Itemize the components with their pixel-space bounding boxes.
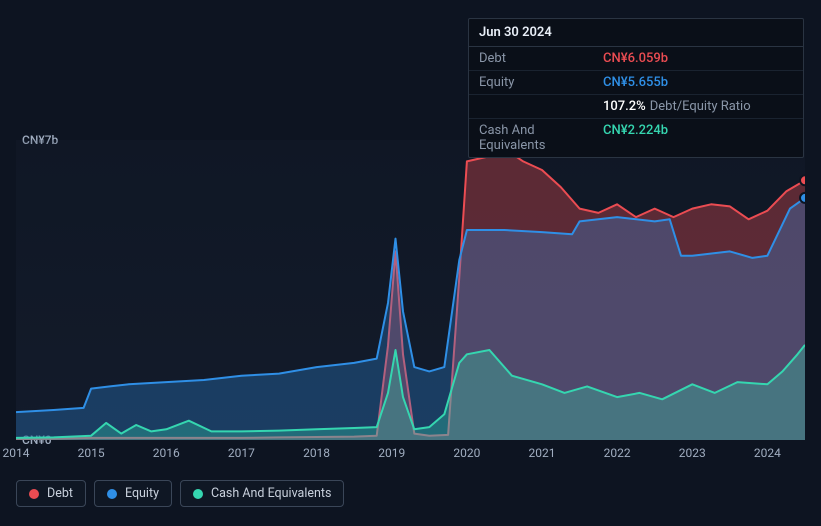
legend-swatch-icon (107, 489, 117, 499)
x-axis-tick: 2015 (78, 446, 105, 460)
tooltip-row: Cash And EquivalentsCN¥2.224b (469, 119, 803, 157)
chart-legend: Debt Equity Cash And Equivalents (16, 480, 344, 507)
tooltip-row-suffix: Debt/Equity Ratio (650, 99, 751, 114)
x-axis-tick: 2018 (303, 446, 330, 460)
tooltip-row-value: 107.2% (603, 99, 646, 114)
x-axis-tick: 2019 (378, 446, 405, 460)
legend-item[interactable]: Debt (16, 480, 86, 507)
series-endpoint-marker (800, 193, 805, 203)
tooltip-row-label: Debt (479, 51, 603, 66)
tooltip-row-value: CN¥5.655b (603, 75, 668, 90)
x-axis: 2014201520162017201820192020202120222023… (16, 442, 805, 462)
legend-item-label: Cash And Equivalents (211, 486, 331, 501)
legend-item[interactable]: Equity (94, 480, 172, 507)
x-axis-tick: 2014 (3, 446, 30, 460)
legend-swatch-icon (29, 489, 39, 499)
x-axis-tick: 2023 (679, 446, 706, 460)
x-axis-tick: 2024 (754, 446, 781, 460)
tooltip-row: DebtCN¥6.059b (469, 47, 803, 71)
legend-item[interactable]: Cash And Equivalents (180, 480, 344, 507)
debt-equity-chart: CN¥7bCN¥0 201420152016201720182019202020… (16, 120, 805, 510)
data-tooltip: Jun 30 2024 DebtCN¥6.059bEquityCN¥5.655b… (468, 18, 804, 158)
x-axis-tick: 2021 (529, 446, 556, 460)
tooltip-row-value: CN¥2.224b (603, 123, 668, 153)
chart-plot-area[interactable] (16, 140, 805, 440)
legend-swatch-icon (193, 489, 203, 499)
tooltip-date: Jun 30 2024 (469, 19, 803, 47)
tooltip-row-label: Equity (479, 75, 603, 90)
x-axis-tick: 2022 (604, 446, 631, 460)
series-endpoint-marker (800, 175, 805, 185)
tooltip-row-value: CN¥6.059b (603, 51, 668, 66)
x-axis-tick: 2017 (228, 446, 255, 460)
legend-item-label: Equity (125, 486, 159, 501)
tooltip-row: EquityCN¥5.655b (469, 71, 803, 95)
tooltip-row-label: Cash And Equivalents (479, 123, 603, 153)
tooltip-row-label (479, 99, 603, 114)
x-axis-tick: 2020 (453, 446, 480, 460)
legend-item-label: Debt (47, 486, 73, 501)
tooltip-row: 107.2% Debt/Equity Ratio (469, 95, 803, 119)
x-axis-tick: 2016 (153, 446, 180, 460)
